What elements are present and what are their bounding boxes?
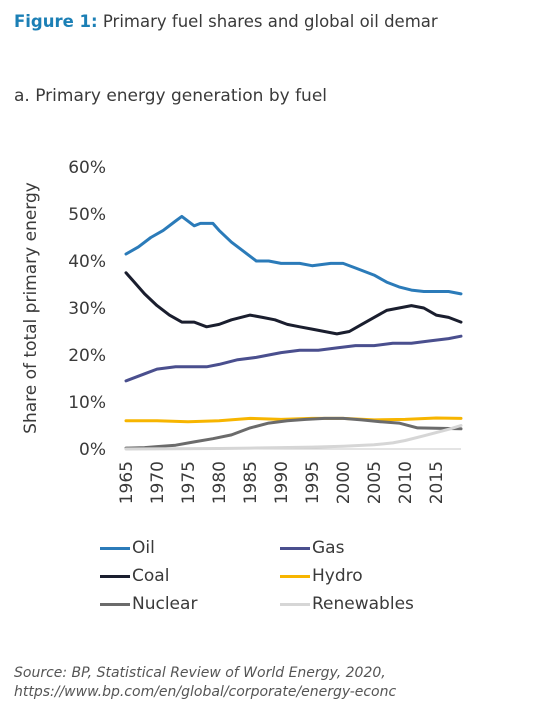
x-tick-label: 1970 xyxy=(148,461,168,504)
legend-label: Nuclear xyxy=(132,594,198,614)
y-tick-label: 10% xyxy=(68,393,106,413)
legend-swatch xyxy=(100,574,130,578)
y-tick-label: 20% xyxy=(68,346,106,366)
legend-label: Gas xyxy=(312,538,345,558)
source-line-2: https://www.bp.com/en/global/corporate/e… xyxy=(14,684,397,700)
series-line-renewables xyxy=(124,424,463,451)
source-note: Source: BP, Statistical Review of World … xyxy=(14,664,396,702)
legend-item-gas: Gas xyxy=(280,538,344,558)
x-tick-label: 1995 xyxy=(303,461,323,504)
y-tick-label: 30% xyxy=(68,299,106,319)
x-tick-label: 1990 xyxy=(272,461,292,504)
legend-item-hydro: Hydro xyxy=(280,566,363,586)
x-tick-label: 2005 xyxy=(365,461,385,504)
y-tick-label: 40% xyxy=(68,252,106,272)
x-tick-label: 2000 xyxy=(334,461,354,504)
legend-label: Oil xyxy=(132,538,155,558)
x-tick-label: 1980 xyxy=(210,461,230,504)
x-tick-label: 1965 xyxy=(117,461,137,504)
y-axis-label: Share of total primary energy xyxy=(21,182,41,434)
series-line-nuclear xyxy=(124,416,463,450)
figure-title: Figure 1: Primary fuel shares and global… xyxy=(14,12,438,31)
chart-subtitle: a. Primary energy generation by fuel xyxy=(14,86,328,106)
series-line-oil xyxy=(124,214,463,296)
x-tick-label: 1975 xyxy=(179,461,199,504)
source-line-1: Source: BP, Statistical Review of World … xyxy=(14,665,386,681)
legend-label: Renewables xyxy=(312,594,414,614)
legend-label: Hydro xyxy=(312,566,363,586)
figure-title-text: Primary fuel shares and global oil demar xyxy=(102,12,438,31)
legend-swatch xyxy=(280,574,310,578)
y-tick-label: 60% xyxy=(68,158,106,178)
legend-item-renewables: Renewables xyxy=(280,594,414,614)
legend-item-nuclear: Nuclear xyxy=(100,594,197,614)
series-line-gas xyxy=(124,334,463,383)
legend-item-oil: Oil xyxy=(100,538,155,558)
legend-label: Coal xyxy=(132,566,170,586)
figure-label: Figure 1: xyxy=(14,12,98,31)
x-tick-label: 1985 xyxy=(241,461,261,504)
x-tick-label: 2015 xyxy=(427,461,447,504)
legend-swatch xyxy=(280,546,310,550)
legend-swatch xyxy=(280,602,310,606)
line-chart: Share of total primary energy 0% 10% 20% 30… xyxy=(21,158,463,504)
series-line-coal xyxy=(124,271,463,336)
x-tick-label: 2010 xyxy=(396,461,416,504)
y-tick-label: 0% xyxy=(79,440,106,460)
y-tick-label: 50% xyxy=(68,205,106,225)
legend-swatch xyxy=(100,546,130,550)
legend-swatch xyxy=(100,602,130,606)
legend-item-coal: Coal xyxy=(100,566,169,586)
